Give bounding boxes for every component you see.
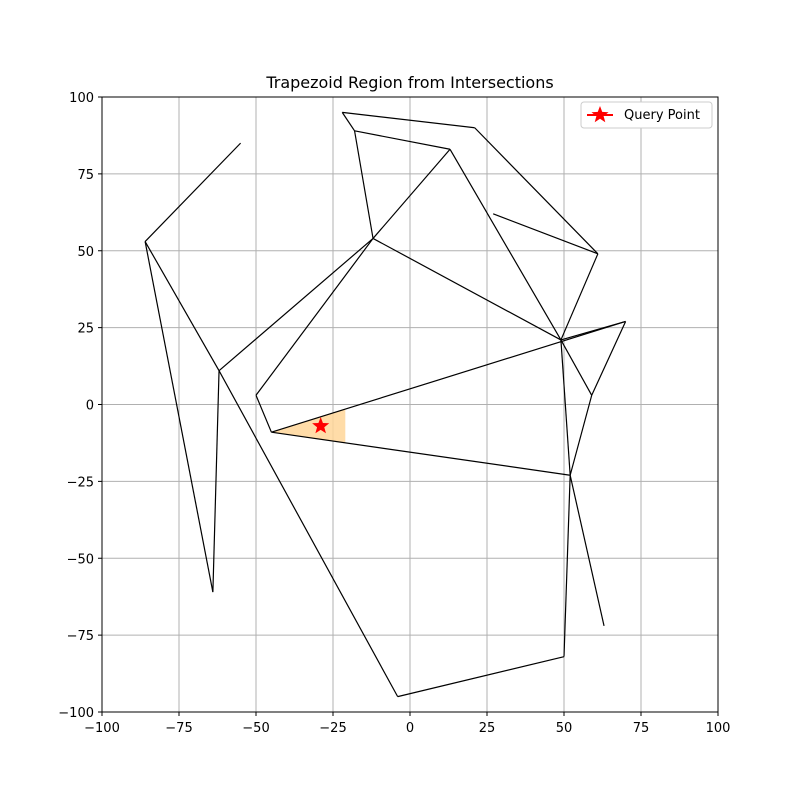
segment-line	[397, 656, 565, 698]
legend-star-icon	[591, 106, 609, 123]
x-tick-label: 0	[406, 721, 414, 736]
segment-line	[492, 213, 599, 255]
point-layer	[312, 417, 330, 434]
y-tick-label: −25	[67, 475, 94, 490]
chart-title: Trapezoid Region from Intersections	[265, 73, 553, 92]
x-tick-label: −25	[319, 721, 346, 736]
segment-line	[353, 130, 374, 239]
legend: Query Point	[580, 101, 713, 129]
y-tick-label: 75	[77, 168, 94, 183]
x-tick-label: 50	[556, 721, 573, 736]
segment-line	[474, 127, 599, 255]
y-tick-label: 0	[86, 399, 94, 414]
x-tick-label: −75	[165, 721, 192, 736]
segment-line	[372, 148, 451, 239]
segment-line	[218, 237, 374, 372]
y-tick-label: −75	[67, 629, 94, 644]
segment-line	[569, 395, 593, 476]
legend-box	[580, 101, 713, 129]
segment-line	[449, 148, 562, 341]
segment-line	[271, 320, 626, 433]
x-tick-label: −50	[242, 721, 269, 736]
segment-line	[271, 431, 571, 476]
segment-line	[144, 142, 242, 242]
segment-line	[354, 130, 451, 150]
segment-layer	[144, 111, 627, 698]
y-tick-label: −100	[58, 706, 94, 721]
segment-line	[591, 321, 627, 396]
query-point-marker	[312, 417, 330, 434]
tick-layer: −100 −75 −50 −25 0 25 50 75 100 −100 −75 −50 −25 0 25 5…	[58, 91, 730, 736]
segment-line	[144, 241, 220, 371]
segment-line	[563, 475, 571, 657]
y-tick-label: 25	[77, 322, 94, 337]
segment-line	[372, 237, 562, 341]
segment-line	[341, 112, 356, 132]
legend-label: Query Point	[624, 108, 700, 123]
y-tick-label: 50	[77, 245, 94, 260]
segment-line	[342, 111, 475, 129]
segment-line	[218, 370, 399, 697]
segment-line	[560, 320, 626, 341]
x-tick-label: 75	[633, 721, 650, 736]
segment-line	[560, 339, 571, 476]
y-tick-label: 100	[69, 91, 94, 106]
segment-line	[569, 475, 605, 627]
segment-line	[560, 339, 593, 396]
segment-line	[212, 370, 220, 593]
x-tick-label: 100	[706, 721, 731, 736]
segment-line	[255, 238, 374, 396]
segment-line	[144, 241, 214, 593]
segment-line	[560, 253, 599, 341]
segment-line	[255, 395, 272, 433]
y-tick-label: −50	[67, 552, 94, 567]
x-tick-label: 25	[479, 721, 496, 736]
x-tick-label: −100	[84, 721, 120, 736]
